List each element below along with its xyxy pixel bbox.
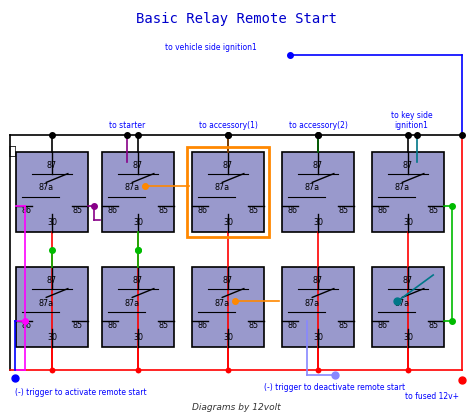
Text: 87: 87: [133, 161, 143, 170]
Text: to vehicle side ignition1: to vehicle side ignition1: [165, 43, 257, 52]
Text: Diagrams by 12volt: Diagrams by 12volt: [192, 403, 280, 412]
Text: 87: 87: [223, 276, 233, 285]
Bar: [187, 147, 269, 237]
Text: 87a: 87a: [215, 299, 230, 307]
Text: 86: 86: [377, 206, 387, 215]
Text: 30: 30: [403, 333, 413, 342]
Text: 87: 87: [313, 161, 323, 170]
Text: 86: 86: [377, 321, 387, 330]
Text: 87a: 87a: [395, 184, 410, 192]
Text: 87: 87: [133, 276, 143, 285]
Text: 87a: 87a: [305, 299, 320, 307]
Text: (-) trigger to activate remote start: (-) trigger to activate remote start: [15, 388, 147, 397]
Text: 30: 30: [133, 333, 143, 342]
Text: to starter: to starter: [109, 121, 145, 130]
Text: 86: 86: [21, 321, 31, 330]
Text: 30: 30: [133, 218, 143, 227]
Text: to fused 12v+: to fused 12v+: [405, 392, 459, 401]
Text: to accessory(1): to accessory(1): [199, 121, 257, 130]
Text: 87a: 87a: [395, 299, 410, 307]
Text: 85: 85: [429, 321, 439, 330]
Text: 30: 30: [47, 333, 57, 342]
Text: 85: 85: [249, 321, 259, 330]
Text: 87: 87: [47, 161, 57, 170]
Bar: [372, 267, 444, 347]
Text: 87: 87: [223, 161, 233, 170]
Text: 30: 30: [313, 333, 323, 342]
Text: 86: 86: [107, 321, 117, 330]
Text: 86: 86: [197, 206, 207, 215]
Text: to key side
ignition1: to key side ignition1: [391, 110, 432, 130]
Text: 85: 85: [73, 206, 83, 215]
Text: to accessory(2): to accessory(2): [288, 121, 347, 130]
Text: 85: 85: [249, 206, 259, 215]
Text: 85: 85: [339, 321, 349, 330]
Text: 87: 87: [403, 276, 413, 285]
Text: 87a: 87a: [305, 184, 320, 192]
Text: 87a: 87a: [125, 299, 140, 307]
Text: 30: 30: [313, 218, 323, 227]
Bar: [372, 152, 444, 232]
Text: 87a: 87a: [39, 184, 54, 192]
Text: 87a: 87a: [125, 184, 140, 192]
Bar: [16, 267, 88, 347]
Text: 87: 87: [403, 161, 413, 170]
Text: 87a: 87a: [39, 299, 54, 307]
Text: 30: 30: [223, 333, 233, 342]
Bar: [192, 152, 264, 232]
Text: 30: 30: [223, 218, 233, 227]
Text: 86: 86: [287, 321, 297, 330]
Text: 86: 86: [287, 206, 297, 215]
Bar: [16, 152, 88, 232]
Text: 85: 85: [159, 321, 169, 330]
Text: 87: 87: [313, 276, 323, 285]
Bar: [282, 152, 354, 232]
Text: 85: 85: [339, 206, 349, 215]
Bar: [102, 152, 174, 232]
Text: ⏚: ⏚: [8, 145, 16, 158]
Text: 86: 86: [197, 321, 207, 330]
Text: 30: 30: [403, 218, 413, 227]
Bar: [282, 267, 354, 347]
Bar: [102, 267, 174, 347]
Text: 85: 85: [429, 206, 439, 215]
Text: 86: 86: [21, 206, 31, 215]
Text: 87: 87: [47, 276, 57, 285]
Text: Basic Relay Remote Start: Basic Relay Remote Start: [135, 12, 337, 26]
Text: 85: 85: [159, 206, 169, 215]
Bar: [192, 267, 264, 347]
Text: 87a: 87a: [215, 184, 230, 192]
Text: 85: 85: [73, 321, 83, 330]
Text: 86: 86: [107, 206, 117, 215]
Text: (-) trigger to deactivate remote start: (-) trigger to deactivate remote start: [264, 383, 405, 392]
Text: 30: 30: [47, 218, 57, 227]
